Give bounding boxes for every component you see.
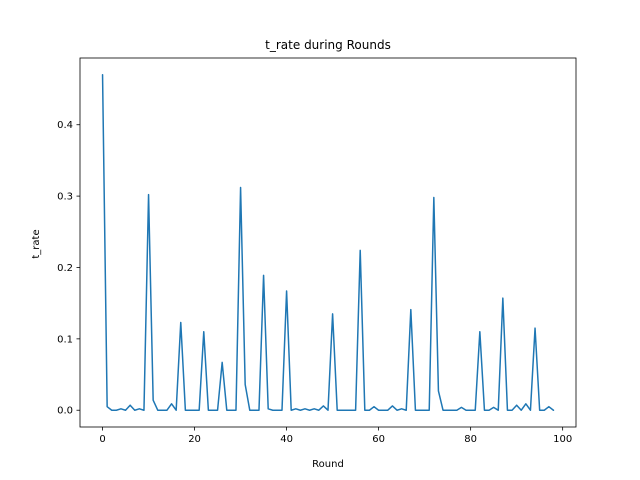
x-tick-label: 0 <box>99 434 105 445</box>
plot-area: 0 20 40 60 80 100 0.0 0.1 0.2 0.3 0.4 <box>57 57 577 445</box>
x-axis-label: Round <box>312 459 344 470</box>
axes-frame <box>79 57 577 428</box>
y-tick-label: 0.3 <box>57 192 73 203</box>
y-tick-label: 0.2 <box>57 263 73 274</box>
x-tick-label: 80 <box>464 434 477 445</box>
y-axis-label: t_rate <box>31 229 42 258</box>
chart-title: t_rate during Rounds <box>265 38 391 52</box>
series-line-0 <box>101 74 555 411</box>
x-tick-label: 40 <box>280 434 293 445</box>
y-tick-label: 0.4 <box>57 120 73 131</box>
y-tick-label: 0.1 <box>57 334 73 345</box>
x-tick-label: 20 <box>188 434 201 445</box>
x-tick-label: 100 <box>553 434 572 445</box>
y-tick-label: 0.0 <box>57 406 73 417</box>
x-tick-label: 60 <box>372 434 385 445</box>
